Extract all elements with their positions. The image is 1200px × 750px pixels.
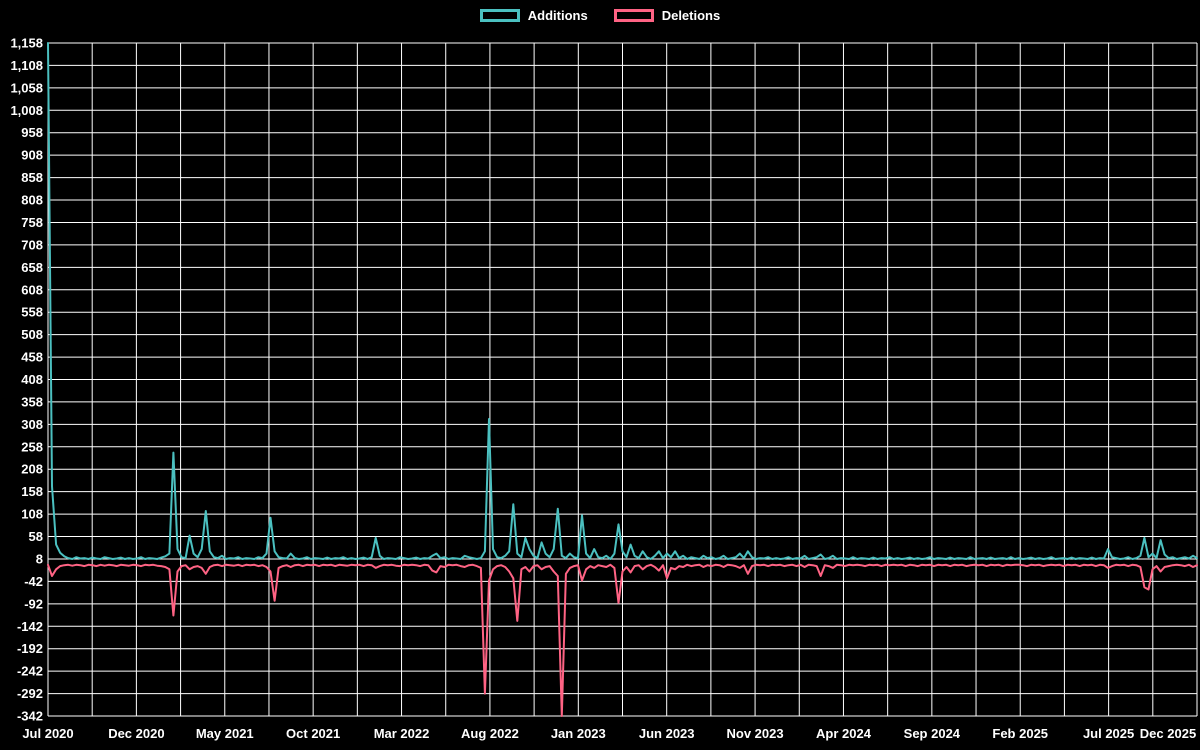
x-tick-label: Mar 2022 <box>374 726 430 741</box>
y-tick-label: 808 <box>21 193 43 208</box>
x-tick-label: Apr 2024 <box>816 726 872 741</box>
additions-swatch-icon <box>479 9 520 22</box>
y-tick-label: 608 <box>21 282 43 297</box>
x-tick-label: Nov 2023 <box>727 726 784 741</box>
grid <box>47 42 1198 717</box>
x-tick-label: Jul 2025 <box>1083 726 1134 741</box>
y-tick-label: 58 <box>29 529 43 544</box>
y-tick-label: -192 <box>17 641 43 656</box>
legend-label-additions: Additions <box>527 8 588 23</box>
x-tick-label: Dec 2025 <box>1140 726 1196 741</box>
legend-item-deletions[interactable]: Deletions <box>613 8 721 23</box>
series-line-additions[interactable] <box>47 42 1198 560</box>
y-tick-label: 558 <box>21 305 43 320</box>
y-tick-label: 8 <box>36 551 43 566</box>
deletions-swatch-icon <box>613 9 654 22</box>
y-tick-label: 258 <box>21 439 43 454</box>
y-tick-label: -292 <box>17 686 43 701</box>
x-tick-label: Oct 2021 <box>286 726 340 741</box>
y-tick-label: 958 <box>21 125 43 140</box>
y-tick-label: 1,158 <box>10 36 43 51</box>
y-tick-label: 158 <box>21 484 43 499</box>
y-tick-label: 108 <box>21 507 43 522</box>
y-tick-label: 858 <box>21 170 43 185</box>
x-tick-label: Jan 2023 <box>551 726 606 741</box>
y-tick-label: 208 <box>21 462 43 477</box>
y-tick-label: 358 <box>21 394 43 409</box>
y-tick-label: -142 <box>17 619 43 634</box>
y-tick-label: 458 <box>21 350 43 365</box>
legend-label-deletions: Deletions <box>661 8 721 23</box>
x-tick-label: Aug 2022 <box>461 726 519 741</box>
y-tick-label: -242 <box>17 664 43 679</box>
series-line-deletions[interactable] <box>47 563 1198 717</box>
chart-legend: Additions Deletions <box>0 8 1200 23</box>
y-tick-label: 508 <box>21 327 43 342</box>
y-tick-label: 658 <box>21 260 43 275</box>
y-tick-label: 1,058 <box>10 80 43 95</box>
x-tick-label: Jul 2020 <box>22 726 73 741</box>
x-tick-label: Jun 2023 <box>639 726 695 741</box>
x-tick-label: May 2021 <box>196 726 254 741</box>
y-tick-label: 408 <box>21 372 43 387</box>
y-tick-label: -342 <box>17 709 43 724</box>
y-tick-label: 908 <box>21 148 43 163</box>
y-tick-label: -92 <box>24 596 43 611</box>
y-tick-label: 758 <box>21 215 43 230</box>
x-tick-label: Dec 2020 <box>108 726 164 741</box>
y-tick-label: -42 <box>24 574 43 589</box>
y-tick-label: 708 <box>21 237 43 252</box>
x-tick-label: Sep 2024 <box>904 726 961 741</box>
y-tick-label: 1,108 <box>10 58 43 73</box>
y-tick-label: 1,008 <box>10 103 43 118</box>
legend-item-additions[interactable]: Additions <box>479 8 588 23</box>
x-tick-label: Feb 2025 <box>992 726 1048 741</box>
y-tick-label: 308 <box>21 417 43 432</box>
